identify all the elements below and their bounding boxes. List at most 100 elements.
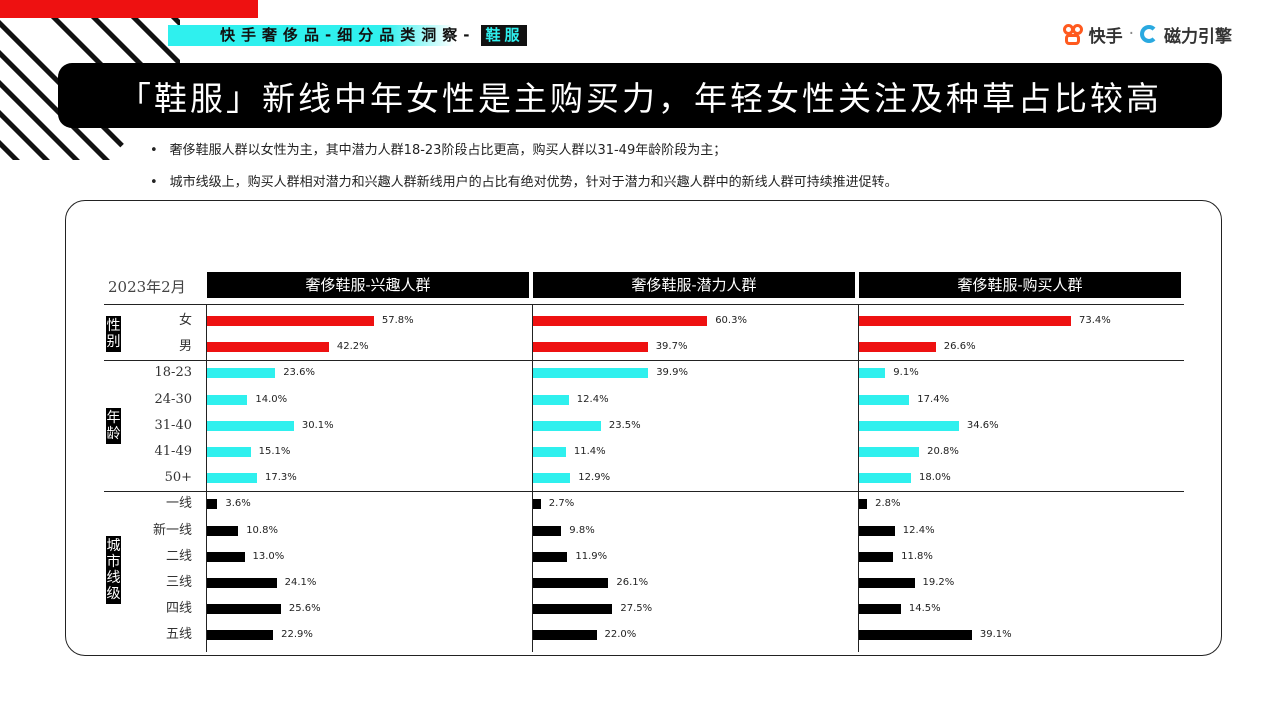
data-bar — [859, 421, 959, 431]
data-label: 17.4% — [917, 394, 950, 405]
data-bar — [207, 342, 329, 352]
column-axis-line — [206, 304, 207, 652]
data-label: 73.4% — [1079, 315, 1111, 326]
data-bar — [859, 604, 901, 614]
group-separator — [104, 491, 1184, 492]
data-label: 2.8% — [875, 498, 901, 509]
column-axis-line — [532, 304, 533, 652]
data-label: 12.4% — [902, 525, 935, 536]
category-label: 41-49 — [154, 444, 192, 459]
data-label: 22.9% — [281, 629, 313, 640]
data-label: 22.0% — [604, 629, 637, 640]
data-bar — [207, 630, 274, 640]
date-label: 2023年2月 — [108, 278, 186, 296]
chart-panel — [65, 200, 1222, 656]
data-label: 12.9% — [578, 472, 611, 483]
category-tag: 快手奢侈品-细分品类洞察- 鞋服 — [168, 25, 528, 46]
category-sub-tag: 鞋服 — [481, 25, 528, 46]
data-bar — [533, 552, 568, 562]
data-label: 9.1% — [893, 367, 919, 378]
data-bar — [207, 368, 276, 378]
data-bar — [533, 630, 597, 640]
data-bar — [533, 447, 566, 457]
data-label: 24.1% — [284, 577, 317, 588]
data-label: 39.9% — [656, 367, 688, 378]
data-bar — [533, 526, 562, 536]
data-bar — [859, 630, 972, 640]
data-label: 26.6% — [943, 341, 976, 352]
group-separator — [104, 360, 1184, 361]
data-label: 23.6% — [283, 367, 315, 378]
data-label: 39.7% — [655, 341, 688, 352]
data-bar — [533, 473, 571, 483]
data-label: 20.8% — [927, 446, 959, 457]
data-bar — [533, 342, 648, 352]
data-bar — [207, 578, 277, 588]
bullet-item: 城市线级上，购买人群相对潜力和兴趣人群新线用户的占比有绝对优势，针对于潜力和兴趣… — [150, 173, 898, 193]
data-label: 2.7% — [548, 498, 575, 509]
data-bar — [207, 316, 374, 326]
column-header: 奢侈鞋服-潜力人群 — [533, 272, 855, 298]
data-bar — [533, 316, 708, 326]
data-bar — [859, 473, 911, 483]
category-label: 五线 — [165, 627, 192, 642]
data-bar — [533, 604, 613, 614]
data-label: 42.2% — [336, 341, 369, 352]
data-bar — [859, 578, 915, 588]
bullet-item: 奢侈鞋服人群以女性为主，其中潜力人群18-23阶段占比更高，购买人群以31-49… — [150, 141, 898, 161]
category-label: 二线 — [165, 549, 192, 564]
data-label: 11.8% — [901, 551, 933, 562]
group-label: 性别 — [106, 316, 121, 352]
category-label: 一线 — [165, 496, 192, 511]
data-label: 17.3% — [265, 472, 297, 483]
data-label: 11.9% — [575, 551, 608, 562]
category-label: 24-30 — [154, 392, 192, 407]
cili-logo-icon — [1140, 25, 1158, 43]
data-label: 18.0% — [919, 472, 951, 483]
category-label: 18-23 — [154, 365, 192, 380]
data-bar — [533, 395, 569, 405]
data-bar — [859, 316, 1071, 326]
data-bar — [859, 552, 894, 562]
brand-logos: 快手 · 磁力引擎 — [1062, 22, 1232, 47]
category-label: 男 — [178, 339, 192, 354]
data-label: 3.6% — [225, 498, 251, 509]
data-label: 23.5% — [608, 420, 641, 431]
chart-rule — [104, 304, 1184, 305]
data-bar — [859, 368, 886, 378]
category-tag-text: 快手奢侈品-细分品类洞察- — [168, 25, 480, 46]
column-axis-line — [858, 304, 859, 652]
data-label: 19.2% — [922, 577, 955, 588]
data-bar — [859, 395, 910, 405]
category-label: 新一线 — [152, 523, 192, 538]
data-label: 9.8% — [569, 525, 595, 536]
data-label: 14.0% — [255, 394, 288, 405]
data-bar — [207, 395, 248, 405]
category-label: 31-40 — [154, 418, 192, 433]
insight-bullets: 奢侈鞋服人群以女性为主，其中潜力人群18-23阶段占比更高，购买人群以31-49… — [150, 141, 898, 205]
group-label: 城市线级 — [106, 536, 121, 604]
category-label: 50+ — [164, 470, 192, 485]
data-label: 26.1% — [616, 577, 649, 588]
column-header: 奢侈鞋服-购买人群 — [859, 272, 1181, 298]
category-label: 四线 — [165, 601, 192, 616]
data-bar — [207, 526, 239, 536]
data-bar — [207, 604, 281, 614]
data-label: 34.6% — [966, 420, 999, 431]
group-label: 年龄 — [106, 408, 121, 444]
data-label: 14.5% — [908, 603, 941, 614]
data-label: 13.0% — [252, 551, 285, 562]
data-bar — [207, 499, 218, 509]
kuaishou-logo-icon — [1062, 24, 1083, 45]
page-title: 「鞋服」新线中年女性是主购买力，年轻女性关注及种草占比较高 — [58, 63, 1222, 128]
decorative-red-bar — [0, 0, 258, 18]
data-label: 39.1% — [979, 629, 1012, 640]
data-label: 12.4% — [576, 394, 609, 405]
data-bar — [207, 447, 251, 457]
data-label: 11.4% — [573, 446, 606, 457]
data-bar — [207, 552, 245, 562]
column-header: 奢侈鞋服-兴趣人群 — [207, 272, 529, 298]
data-bar — [533, 368, 649, 378]
data-bar — [533, 578, 609, 588]
data-bar — [859, 499, 868, 509]
